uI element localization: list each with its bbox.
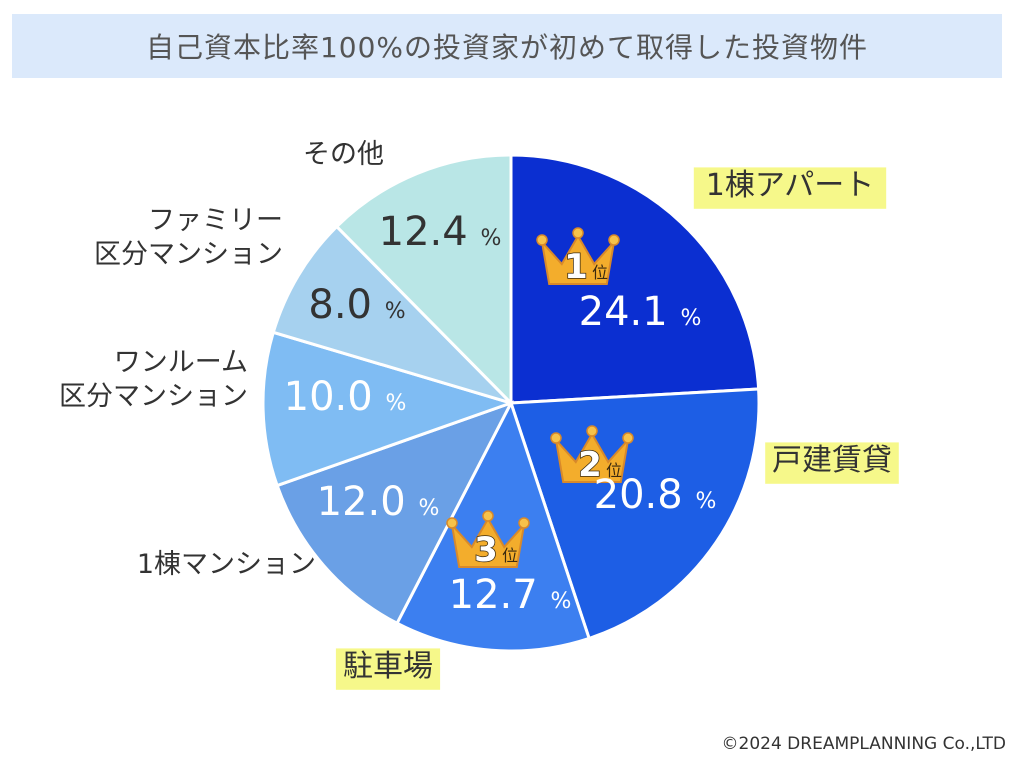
crown-jewel-icon	[482, 510, 494, 522]
value-label-0: 24.1 %	[579, 289, 702, 335]
category-label-4: ワンルーム	[114, 347, 248, 378]
crown-jewel-icon	[572, 227, 584, 239]
value-label-3: 12.0 %	[317, 479, 440, 525]
chart-title-bar: 自己資本比率100%の投資家が初めて取得した投資物件	[12, 14, 1002, 78]
crown-jewel-icon	[550, 432, 562, 444]
crown-jewel-icon	[586, 425, 598, 437]
crown-jewel-icon	[446, 517, 458, 529]
chart-title: 自己資本比率100%の投資家が初めて取得した投資物件	[145, 31, 869, 64]
rank-suffix: 位	[502, 546, 518, 565]
category-label-5: 区分マンション	[94, 239, 283, 270]
crown-jewel-icon	[622, 432, 634, 444]
crown-body-icon	[540, 234, 616, 285]
crown-jewel-icon	[536, 234, 548, 246]
category-label-1: 戸建賃貸	[772, 443, 892, 478]
value-label-1: 20.8 %	[594, 472, 717, 518]
label-highlight	[335, 648, 441, 690]
value-label-4: 10.0 %	[284, 374, 407, 420]
pie-slice-4	[261, 330, 516, 488]
rank-suffix: 位	[606, 461, 622, 480]
category-label-2: 駐車場	[343, 649, 433, 684]
category-label-5: ファミリー	[148, 205, 283, 236]
label-highlight	[765, 442, 899, 484]
crown-jewel-icon	[608, 234, 620, 246]
rank-number: 2	[578, 445, 602, 485]
pie-slice-1	[508, 387, 761, 641]
category-label-6: その他	[303, 139, 384, 170]
category-label-0: 1棟アパート	[706, 168, 875, 203]
value-label-2: 12.7 %	[449, 572, 572, 618]
copyright-footer: ©2024 DREAMPLANNING Co.,LTD	[721, 734, 1006, 754]
value-label-5: 8.0 %	[308, 282, 405, 328]
crown-jewel-icon	[518, 517, 530, 529]
pie-slice-0	[509, 153, 761, 405]
category-label-4: 区分マンション	[59, 381, 248, 412]
label-highlight	[693, 167, 887, 209]
crown-body-icon	[450, 517, 526, 568]
rank-suffix: 位	[592, 263, 608, 282]
rank-number: 1	[564, 247, 588, 287]
pie-slice-6	[334, 153, 513, 407]
pie-slice-5	[271, 224, 513, 405]
crown-body-icon	[554, 432, 630, 483]
rank-number: 3	[474, 530, 498, 570]
value-label-6: 12.4 %	[379, 209, 502, 255]
pie-slice-3	[275, 400, 515, 626]
category-label-3: 1棟マンション	[137, 549, 316, 580]
